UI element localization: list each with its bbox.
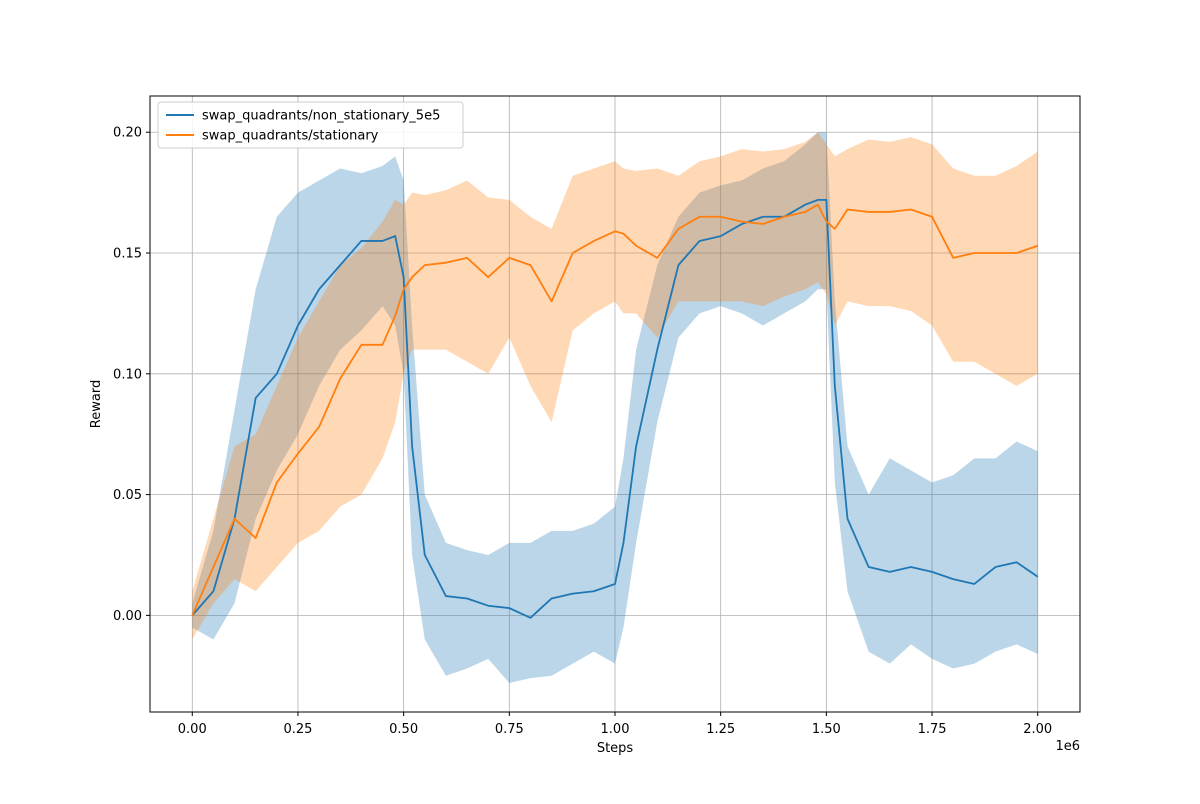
x-axis-offset-label: 1e6	[1055, 739, 1080, 754]
x-tick-label: 1.00	[601, 722, 630, 737]
grid-layer	[150, 96, 1080, 712]
x-tick-label: 1.75	[918, 722, 947, 737]
band-non-stationary	[192, 132, 1038, 684]
confidence-bands	[192, 132, 1038, 684]
axis-ticks: 0.00 0.25 0.50 0.75 1.00 1.25 1.50 1.75 2.00 0.00…	[113, 126, 1052, 737]
series-line-non-stationary	[191, 198, 1039, 619]
x-tick-label: 2.00	[1023, 722, 1052, 737]
series-lines	[191, 198, 1039, 619]
x-tick-label: 0.25	[283, 722, 312, 737]
y-tick-label: 0.00	[113, 609, 142, 624]
x-tick-label: 1.50	[812, 722, 841, 737]
legend-box	[157, 101, 464, 149]
legend: swap_quadrants/non_stationary_5e5 swap_q…	[157, 101, 464, 149]
band-stationary	[192, 132, 1038, 640]
y-tick-label: 0.05	[113, 488, 142, 503]
x-tick-label: 0.50	[389, 722, 418, 737]
y-axis-label: Reward	[89, 380, 104, 428]
y-tick-label: 0.10	[113, 367, 142, 382]
x-axis-label: Steps	[597, 741, 634, 756]
x-tick-label: 0.75	[495, 722, 524, 737]
y-tick-label: 0.20	[113, 126, 142, 141]
legend-label-stationary: swap_quadrants/stationary	[202, 129, 379, 144]
x-tick-label: 1.25	[706, 722, 735, 737]
x-tick-label: 0.00	[178, 722, 207, 737]
y-tick-label: 0.15	[113, 247, 142, 262]
legend-label-non-stationary: swap_quadrants/non_stationary_5e5	[202, 109, 440, 124]
series-line-stationary	[191, 203, 1039, 616]
